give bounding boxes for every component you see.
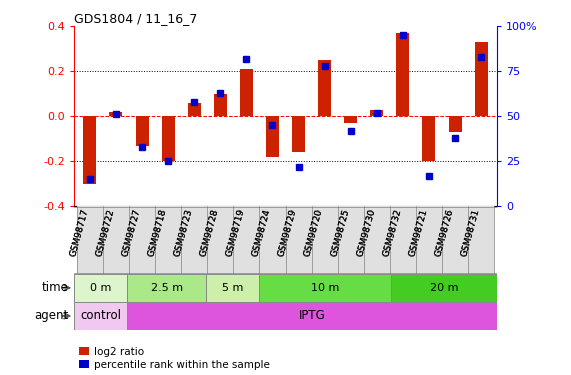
Bar <box>292 116 305 152</box>
Text: GSM98722: GSM98722 <box>95 208 116 257</box>
Text: 5 m: 5 m <box>222 283 243 293</box>
Text: GSM98729: GSM98729 <box>277 208 299 257</box>
Bar <box>423 116 436 161</box>
Text: GSM98718: GSM98718 <box>147 208 168 258</box>
Text: GSM98727: GSM98727 <box>120 208 142 257</box>
Bar <box>207 206 234 274</box>
Bar <box>475 42 488 116</box>
Bar <box>318 60 331 116</box>
Bar <box>74 302 127 330</box>
Text: GSM98724: GSM98724 <box>251 208 272 257</box>
Bar <box>234 206 259 274</box>
Bar <box>391 274 497 302</box>
Text: GSM98720: GSM98720 <box>303 208 325 257</box>
Bar <box>240 69 253 116</box>
Bar <box>390 206 416 274</box>
Text: 0 m: 0 m <box>90 283 111 293</box>
Bar <box>416 206 442 274</box>
Bar <box>127 274 206 302</box>
Legend: log2 ratio, percentile rank within the sample: log2 ratio, percentile rank within the s… <box>79 346 270 370</box>
Text: GSM98720: GSM98720 <box>303 208 325 257</box>
Text: GSM98732: GSM98732 <box>381 208 403 257</box>
Text: GSM98731: GSM98731 <box>460 208 481 258</box>
Bar <box>77 206 103 274</box>
Bar <box>110 112 123 116</box>
Text: time: time <box>42 281 69 294</box>
Bar <box>370 110 383 116</box>
Text: GSM98717: GSM98717 <box>69 208 90 258</box>
Text: GSM98727: GSM98727 <box>120 208 142 257</box>
Text: 2.5 m: 2.5 m <box>151 283 183 293</box>
Bar <box>259 274 391 302</box>
Text: GSM98721: GSM98721 <box>408 208 429 257</box>
Text: GSM98719: GSM98719 <box>225 208 246 258</box>
Bar <box>396 33 409 116</box>
Text: GSM98717: GSM98717 <box>69 208 90 258</box>
Bar <box>83 116 96 184</box>
Bar <box>181 206 207 274</box>
Bar <box>344 116 357 123</box>
Bar <box>468 206 494 274</box>
Bar <box>337 206 364 274</box>
Text: GSM98718: GSM98718 <box>147 208 168 258</box>
Bar <box>129 206 155 274</box>
Text: control: control <box>80 309 121 322</box>
Bar <box>259 206 286 274</box>
Bar <box>214 94 227 116</box>
Text: GSM98730: GSM98730 <box>355 208 377 258</box>
Bar <box>266 116 279 157</box>
Bar <box>135 116 148 146</box>
Text: GSM98731: GSM98731 <box>460 208 481 258</box>
Text: GSM98728: GSM98728 <box>199 208 220 257</box>
Text: GSM98728: GSM98728 <box>199 208 220 257</box>
Bar <box>206 274 259 302</box>
Bar <box>162 116 175 161</box>
Text: GSM98732: GSM98732 <box>381 208 403 257</box>
Bar <box>448 116 461 132</box>
Bar <box>364 206 390 274</box>
Text: GSM98730: GSM98730 <box>355 208 377 258</box>
Bar <box>74 274 127 302</box>
Text: GSM98726: GSM98726 <box>433 208 455 257</box>
Text: IPTG: IPTG <box>299 309 325 322</box>
Bar <box>103 206 129 274</box>
Bar <box>127 302 497 330</box>
Text: GSM98722: GSM98722 <box>95 208 116 257</box>
Bar <box>442 206 468 274</box>
Text: GSM98723: GSM98723 <box>173 208 194 257</box>
Text: 20 m: 20 m <box>430 283 458 293</box>
Text: GSM98729: GSM98729 <box>277 208 299 257</box>
Text: GSM98723: GSM98723 <box>173 208 194 257</box>
Text: GSM98724: GSM98724 <box>251 208 272 257</box>
Bar <box>312 206 337 274</box>
Text: GSM98726: GSM98726 <box>433 208 455 257</box>
Text: 10 m: 10 m <box>311 283 339 293</box>
Text: GSM98719: GSM98719 <box>225 208 246 258</box>
Text: GSM98721: GSM98721 <box>408 208 429 257</box>
Text: GSM98725: GSM98725 <box>329 208 351 257</box>
Text: GSM98725: GSM98725 <box>329 208 351 257</box>
Bar <box>286 206 312 274</box>
Text: agent: agent <box>34 309 69 322</box>
Bar <box>188 103 201 116</box>
Text: GDS1804 / 11_16_7: GDS1804 / 11_16_7 <box>74 12 198 25</box>
Bar <box>155 206 181 274</box>
